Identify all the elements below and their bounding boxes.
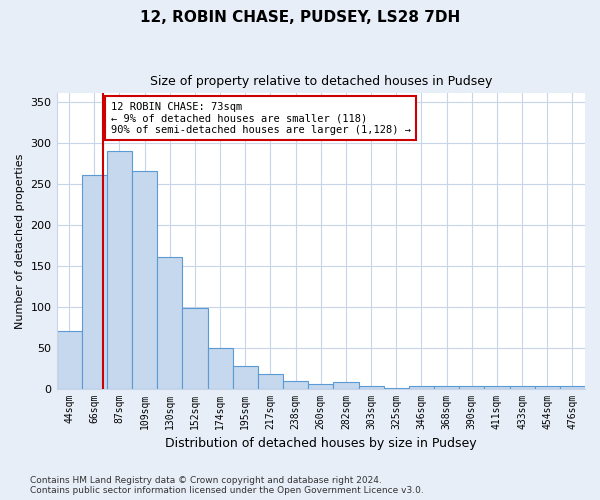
Bar — [535, 386, 560, 388]
Text: 12, ROBIN CHASE, PUDSEY, LS28 7DH: 12, ROBIN CHASE, PUDSEY, LS28 7DH — [140, 10, 460, 25]
Bar — [107, 150, 132, 388]
Bar — [56, 331, 82, 388]
Bar — [82, 176, 107, 388]
Bar — [409, 386, 434, 388]
Bar — [157, 258, 182, 388]
Bar — [509, 386, 535, 388]
Text: 12 ROBIN CHASE: 73sqm
← 9% of detached houses are smaller (118)
90% of semi-deta: 12 ROBIN CHASE: 73sqm ← 9% of detached h… — [110, 102, 410, 134]
Bar — [132, 171, 157, 388]
Bar — [560, 386, 585, 388]
Bar — [283, 381, 308, 388]
Y-axis label: Number of detached properties: Number of detached properties — [15, 154, 25, 328]
Bar — [208, 348, 233, 389]
Bar — [459, 386, 484, 388]
Bar — [308, 384, 334, 388]
Bar — [484, 386, 509, 388]
Bar — [359, 386, 383, 388]
Bar — [258, 374, 283, 388]
Bar — [233, 366, 258, 388]
Title: Size of property relative to detached houses in Pudsey: Size of property relative to detached ho… — [149, 75, 492, 88]
Bar — [334, 382, 359, 388]
Bar — [182, 308, 208, 388]
Bar — [434, 386, 459, 388]
Text: Contains HM Land Registry data © Crown copyright and database right 2024.
Contai: Contains HM Land Registry data © Crown c… — [30, 476, 424, 495]
X-axis label: Distribution of detached houses by size in Pudsey: Distribution of detached houses by size … — [165, 437, 476, 450]
